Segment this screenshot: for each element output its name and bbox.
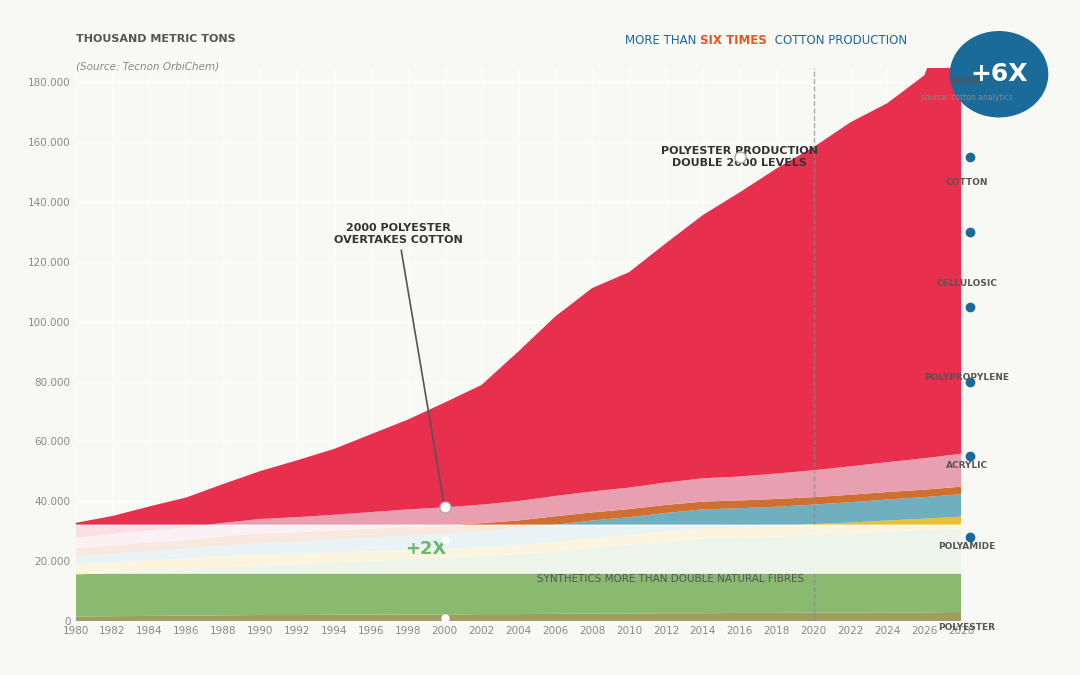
Text: POLYESTER: POLYESTER xyxy=(939,623,995,632)
Text: 2000 POLYESTER
OVERTAKES COTTON: 2000 POLYESTER OVERTAKES COTTON xyxy=(334,223,463,505)
Text: SYNTHETICS MORE THAN DOUBLE NATURAL FIBRES: SYNTHETICS MORE THAN DOUBLE NATURAL FIBR… xyxy=(537,574,804,584)
Text: COTTON PRODUCTION: COTTON PRODUCTION xyxy=(771,34,907,47)
Text: source: cotton analytics: source: cotton analytics xyxy=(921,93,1012,103)
Text: COTTON: COTTON xyxy=(945,178,988,187)
Text: (Source: Tecnon OrbiChem): (Source: Tecnon OrbiChem) xyxy=(76,62,219,72)
Text: SIX TIMES: SIX TIMES xyxy=(700,34,767,47)
Text: POLYESTER PRODUCTION
DOUBLE 2000 LEVELS: POLYESTER PRODUCTION DOUBLE 2000 LEVELS xyxy=(661,146,819,168)
Circle shape xyxy=(950,32,1048,117)
Text: CELLULOSIC: CELLULOSIC xyxy=(936,279,997,288)
Text: POLYPROPYLENE: POLYPROPYLENE xyxy=(924,373,1009,383)
Text: +2X: +2X xyxy=(405,540,447,558)
Text: POLYAMIDE: POLYAMIDE xyxy=(937,542,996,551)
Text: ACRYLIC: ACRYLIC xyxy=(945,461,988,470)
Polygon shape xyxy=(0,525,1080,573)
Text: MORE THAN: MORE THAN xyxy=(624,34,700,47)
Text: WOOL: WOOL xyxy=(951,76,982,86)
Text: THOUSAND METRIC TONS: THOUSAND METRIC TONS xyxy=(76,34,235,45)
Text: +6X: +6X xyxy=(970,62,1028,86)
